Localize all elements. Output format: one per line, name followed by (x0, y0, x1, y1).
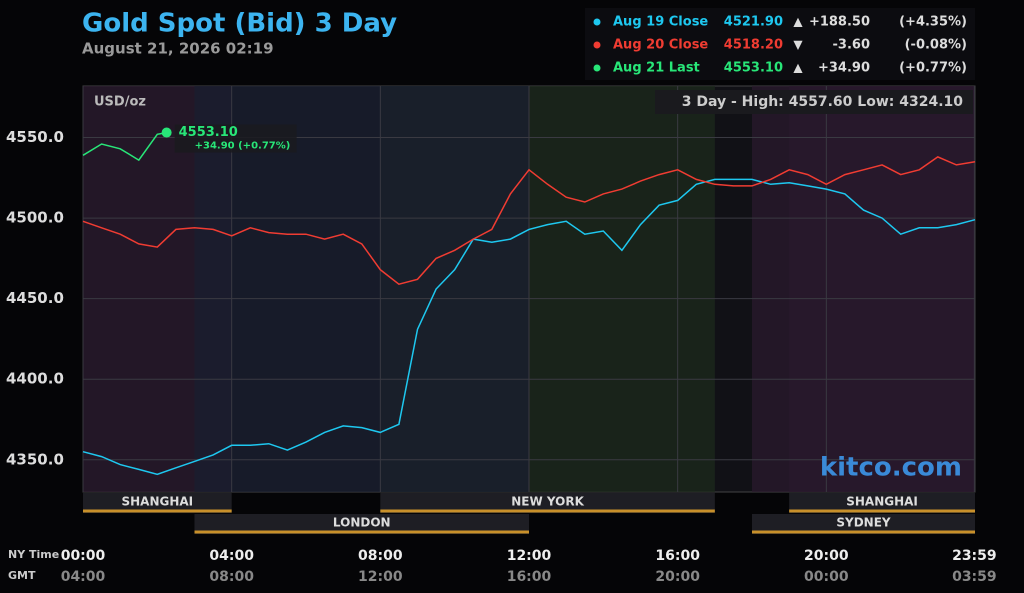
y-tick-label: 4500.0 (6, 209, 64, 227)
x2-tick-label: 04:00 (61, 569, 106, 585)
chart-title: Gold Spot (Bid) 3 Day (82, 9, 397, 39)
last-change-label: +34.90 (+0.77%) (195, 141, 291, 152)
price-line (82, 131, 167, 162)
x2-tick-label: 03:59 (952, 569, 997, 585)
session-shade (194, 86, 529, 492)
x-tick-label: 12:00 (507, 548, 552, 564)
price-line (82, 156, 976, 286)
legend-change: +188.50 (809, 15, 870, 30)
session-bar (194, 514, 529, 534)
x-tick-label: 04:00 (209, 548, 254, 564)
legend-dot (593, 41, 601, 49)
x-axis-label: NY Time (8, 548, 59, 561)
range-label: 3 Day - High: 4557.60 Low: 4324.10 (682, 94, 964, 110)
last-label-box (174, 124, 297, 153)
legend-change-pct: (-0.08%) (905, 38, 967, 53)
last-point (161, 127, 172, 138)
legend-arrow: ▲ (793, 15, 803, 29)
legend-dot (593, 64, 601, 72)
session-bar (752, 514, 975, 534)
legend-box (585, 8, 975, 80)
y-tick-label: 4450.0 (6, 289, 64, 307)
x2-tick-label: 20:00 (655, 569, 700, 585)
session-bar (83, 493, 232, 513)
legend-change: +34.90 (818, 61, 870, 76)
y-tick-label: 4400.0 (6, 370, 64, 388)
y-tick-label: 4350.0 (6, 450, 64, 468)
legend-name: Aug 21 Last (613, 61, 700, 76)
session-bar (789, 493, 975, 513)
chart-subtitle: August 21, 2026 02:19 (82, 40, 274, 58)
legend-change: -3.60 (833, 38, 870, 53)
x-tick-label: 20:00 (804, 548, 849, 564)
unit-label: USD/oz (94, 95, 146, 110)
legend-name: Aug 19 Close (613, 15, 708, 30)
legend-arrow: ▲ (793, 61, 803, 75)
last-price-label: 4553.10 (179, 125, 238, 140)
legend-change-pct: (+0.77%) (899, 61, 967, 76)
session-label: SHANGHAI (121, 495, 193, 509)
y-tick-label: 4550.0 (6, 128, 64, 146)
legend-price: 4521.90 (724, 15, 783, 30)
x-tick-label: 00:00 (61, 548, 106, 564)
x2-tick-label: 12:00 (358, 569, 403, 585)
x2-tick-label: 08:00 (209, 569, 254, 585)
price-line (82, 178, 976, 476)
legend-price: 4553.10 (724, 61, 783, 76)
legend-change-pct: (+4.35%) (899, 15, 967, 30)
watermark: kitco.com (820, 453, 962, 483)
session-label: SYDNEY (836, 516, 891, 530)
session-label: SHANGHAI (846, 495, 918, 509)
x-tick-label: 16:00 (655, 548, 700, 564)
x2-tick-label: 16:00 (507, 569, 552, 585)
session-label: LONDON (333, 516, 391, 530)
x2-tick-label: 00:00 (804, 569, 849, 585)
legend-name: Aug 20 Close (613, 38, 708, 53)
legend-dot (593, 18, 601, 26)
session-shade (752, 86, 975, 492)
x-tick-label: 23:59 (952, 548, 997, 564)
x2-axis-label: GMT (8, 569, 36, 582)
session-label: NEW YORK (511, 495, 584, 509)
x-tick-label: 08:00 (358, 548, 403, 564)
range-box (655, 90, 973, 114)
session-bar (380, 493, 715, 513)
legend-price: 4518.20 (724, 38, 783, 53)
legend-arrow: ▼ (793, 38, 803, 52)
